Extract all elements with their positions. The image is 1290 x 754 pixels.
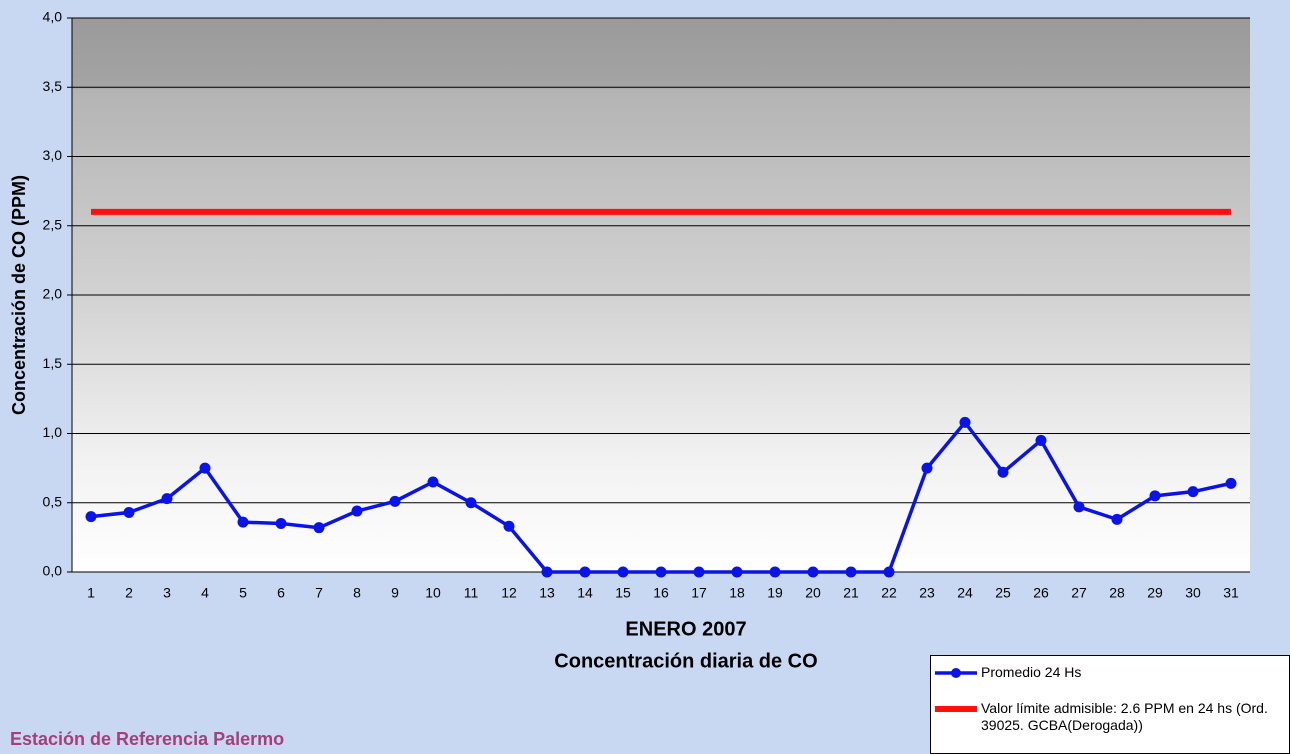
legend: Promedio 24 Hs Valor límite admisible: 2.… bbox=[930, 655, 1290, 754]
data-point bbox=[314, 522, 325, 533]
y-tick-label: 4,0 bbox=[43, 9, 63, 25]
x-tick-label: 13 bbox=[539, 585, 555, 601]
y-tick-label: 3,5 bbox=[43, 78, 63, 94]
x-tick-label: 10 bbox=[425, 585, 441, 601]
data-point bbox=[580, 567, 591, 578]
data-point bbox=[1112, 514, 1123, 525]
x-tick-label: 25 bbox=[995, 585, 1011, 601]
y-tick-label: 1,0 bbox=[43, 424, 63, 440]
chart-title: Concentración diaria de CO bbox=[554, 650, 817, 672]
x-tick-label: 27 bbox=[1071, 585, 1087, 601]
y-axis-title: Concentración de CO (PPM) bbox=[9, 175, 29, 415]
x-tick-label: 30 bbox=[1185, 585, 1201, 601]
x-tick-label: 12 bbox=[501, 585, 517, 601]
x-tick-label: 24 bbox=[957, 585, 973, 601]
legend-item: Valor límite admisible: 2.6 PPM en 24 hs… bbox=[931, 700, 1281, 734]
x-tick-label: 31 bbox=[1223, 585, 1239, 601]
data-point bbox=[390, 496, 401, 507]
y-tick-label: 2,5 bbox=[43, 216, 63, 232]
data-point bbox=[276, 518, 287, 529]
x-tick-label: 15 bbox=[615, 585, 631, 601]
x-tick-label: 8 bbox=[353, 585, 361, 601]
x-tick-label: 23 bbox=[919, 585, 935, 601]
data-point bbox=[238, 517, 249, 528]
data-point bbox=[960, 417, 971, 428]
data-point bbox=[618, 567, 629, 578]
data-point bbox=[1150, 490, 1161, 501]
data-point bbox=[808, 567, 819, 578]
x-tick-label: 1 bbox=[87, 585, 95, 601]
data-point bbox=[1074, 501, 1085, 512]
legend-swatch bbox=[931, 664, 981, 682]
y-tick-label: 0,5 bbox=[43, 493, 63, 509]
y-tick-label: 3,0 bbox=[43, 147, 63, 163]
x-tick-label: 2 bbox=[125, 585, 133, 601]
x-tick-label: 5 bbox=[239, 585, 247, 601]
x-tick-label: 14 bbox=[577, 585, 593, 601]
y-tick-label: 2,0 bbox=[43, 286, 63, 302]
x-tick-label: 7 bbox=[315, 585, 323, 601]
data-point bbox=[504, 521, 515, 532]
x-tick-label: 16 bbox=[653, 585, 669, 601]
data-point bbox=[884, 567, 895, 578]
legend-swatch bbox=[931, 700, 981, 718]
data-point bbox=[732, 567, 743, 578]
footnote: Estación de Referencia Palermo bbox=[10, 729, 284, 749]
data-point bbox=[200, 463, 211, 474]
data-point bbox=[1188, 486, 1199, 497]
x-tick-label: 26 bbox=[1033, 585, 1049, 601]
data-point bbox=[922, 463, 933, 474]
x-tick-label: 17 bbox=[691, 585, 707, 601]
chart: ENERO 2007 Concentración diaria de CO Co… bbox=[0, 0, 1290, 754]
y-tick-label: 0,0 bbox=[43, 563, 63, 579]
page: ENERO 2007 Concentración diaria de CO Co… bbox=[0, 0, 1290, 754]
data-point bbox=[162, 493, 173, 504]
x-axis-title: ENERO 2007 bbox=[625, 618, 746, 640]
y-tick-label: 1,5 bbox=[43, 355, 63, 371]
data-point bbox=[86, 511, 97, 522]
x-tick-label: 20 bbox=[805, 585, 821, 601]
x-tick-label: 6 bbox=[277, 585, 285, 601]
x-tick-label: 29 bbox=[1147, 585, 1163, 601]
x-tick-label: 18 bbox=[729, 585, 745, 601]
x-tick-label: 19 bbox=[767, 585, 783, 601]
legend-marker bbox=[951, 668, 961, 678]
data-point bbox=[428, 476, 439, 487]
x-tick-label: 11 bbox=[464, 585, 479, 601]
data-point bbox=[770, 567, 781, 578]
data-point bbox=[998, 467, 1009, 478]
data-point bbox=[656, 567, 667, 578]
legend-item: Promedio 24 Hs bbox=[931, 664, 1281, 682]
x-tick-label: 22 bbox=[881, 585, 897, 601]
data-point bbox=[542, 567, 553, 578]
data-point bbox=[352, 506, 363, 517]
x-tick-label: 9 bbox=[391, 585, 399, 601]
legend-label: Promedio 24 Hs bbox=[981, 664, 1281, 681]
data-point bbox=[466, 497, 477, 508]
data-point bbox=[1036, 435, 1047, 446]
data-point bbox=[694, 567, 705, 578]
legend-label: Valor límite admisible: 2.6 PPM en 24 hs… bbox=[981, 700, 1281, 734]
x-tick-label: 28 bbox=[1109, 585, 1125, 601]
data-point bbox=[1226, 478, 1237, 489]
data-point bbox=[124, 507, 135, 518]
x-tick-label: 3 bbox=[163, 585, 171, 601]
x-tick-label: 21 bbox=[843, 585, 859, 601]
x-tick-label: 4 bbox=[201, 585, 209, 601]
data-point bbox=[846, 567, 857, 578]
